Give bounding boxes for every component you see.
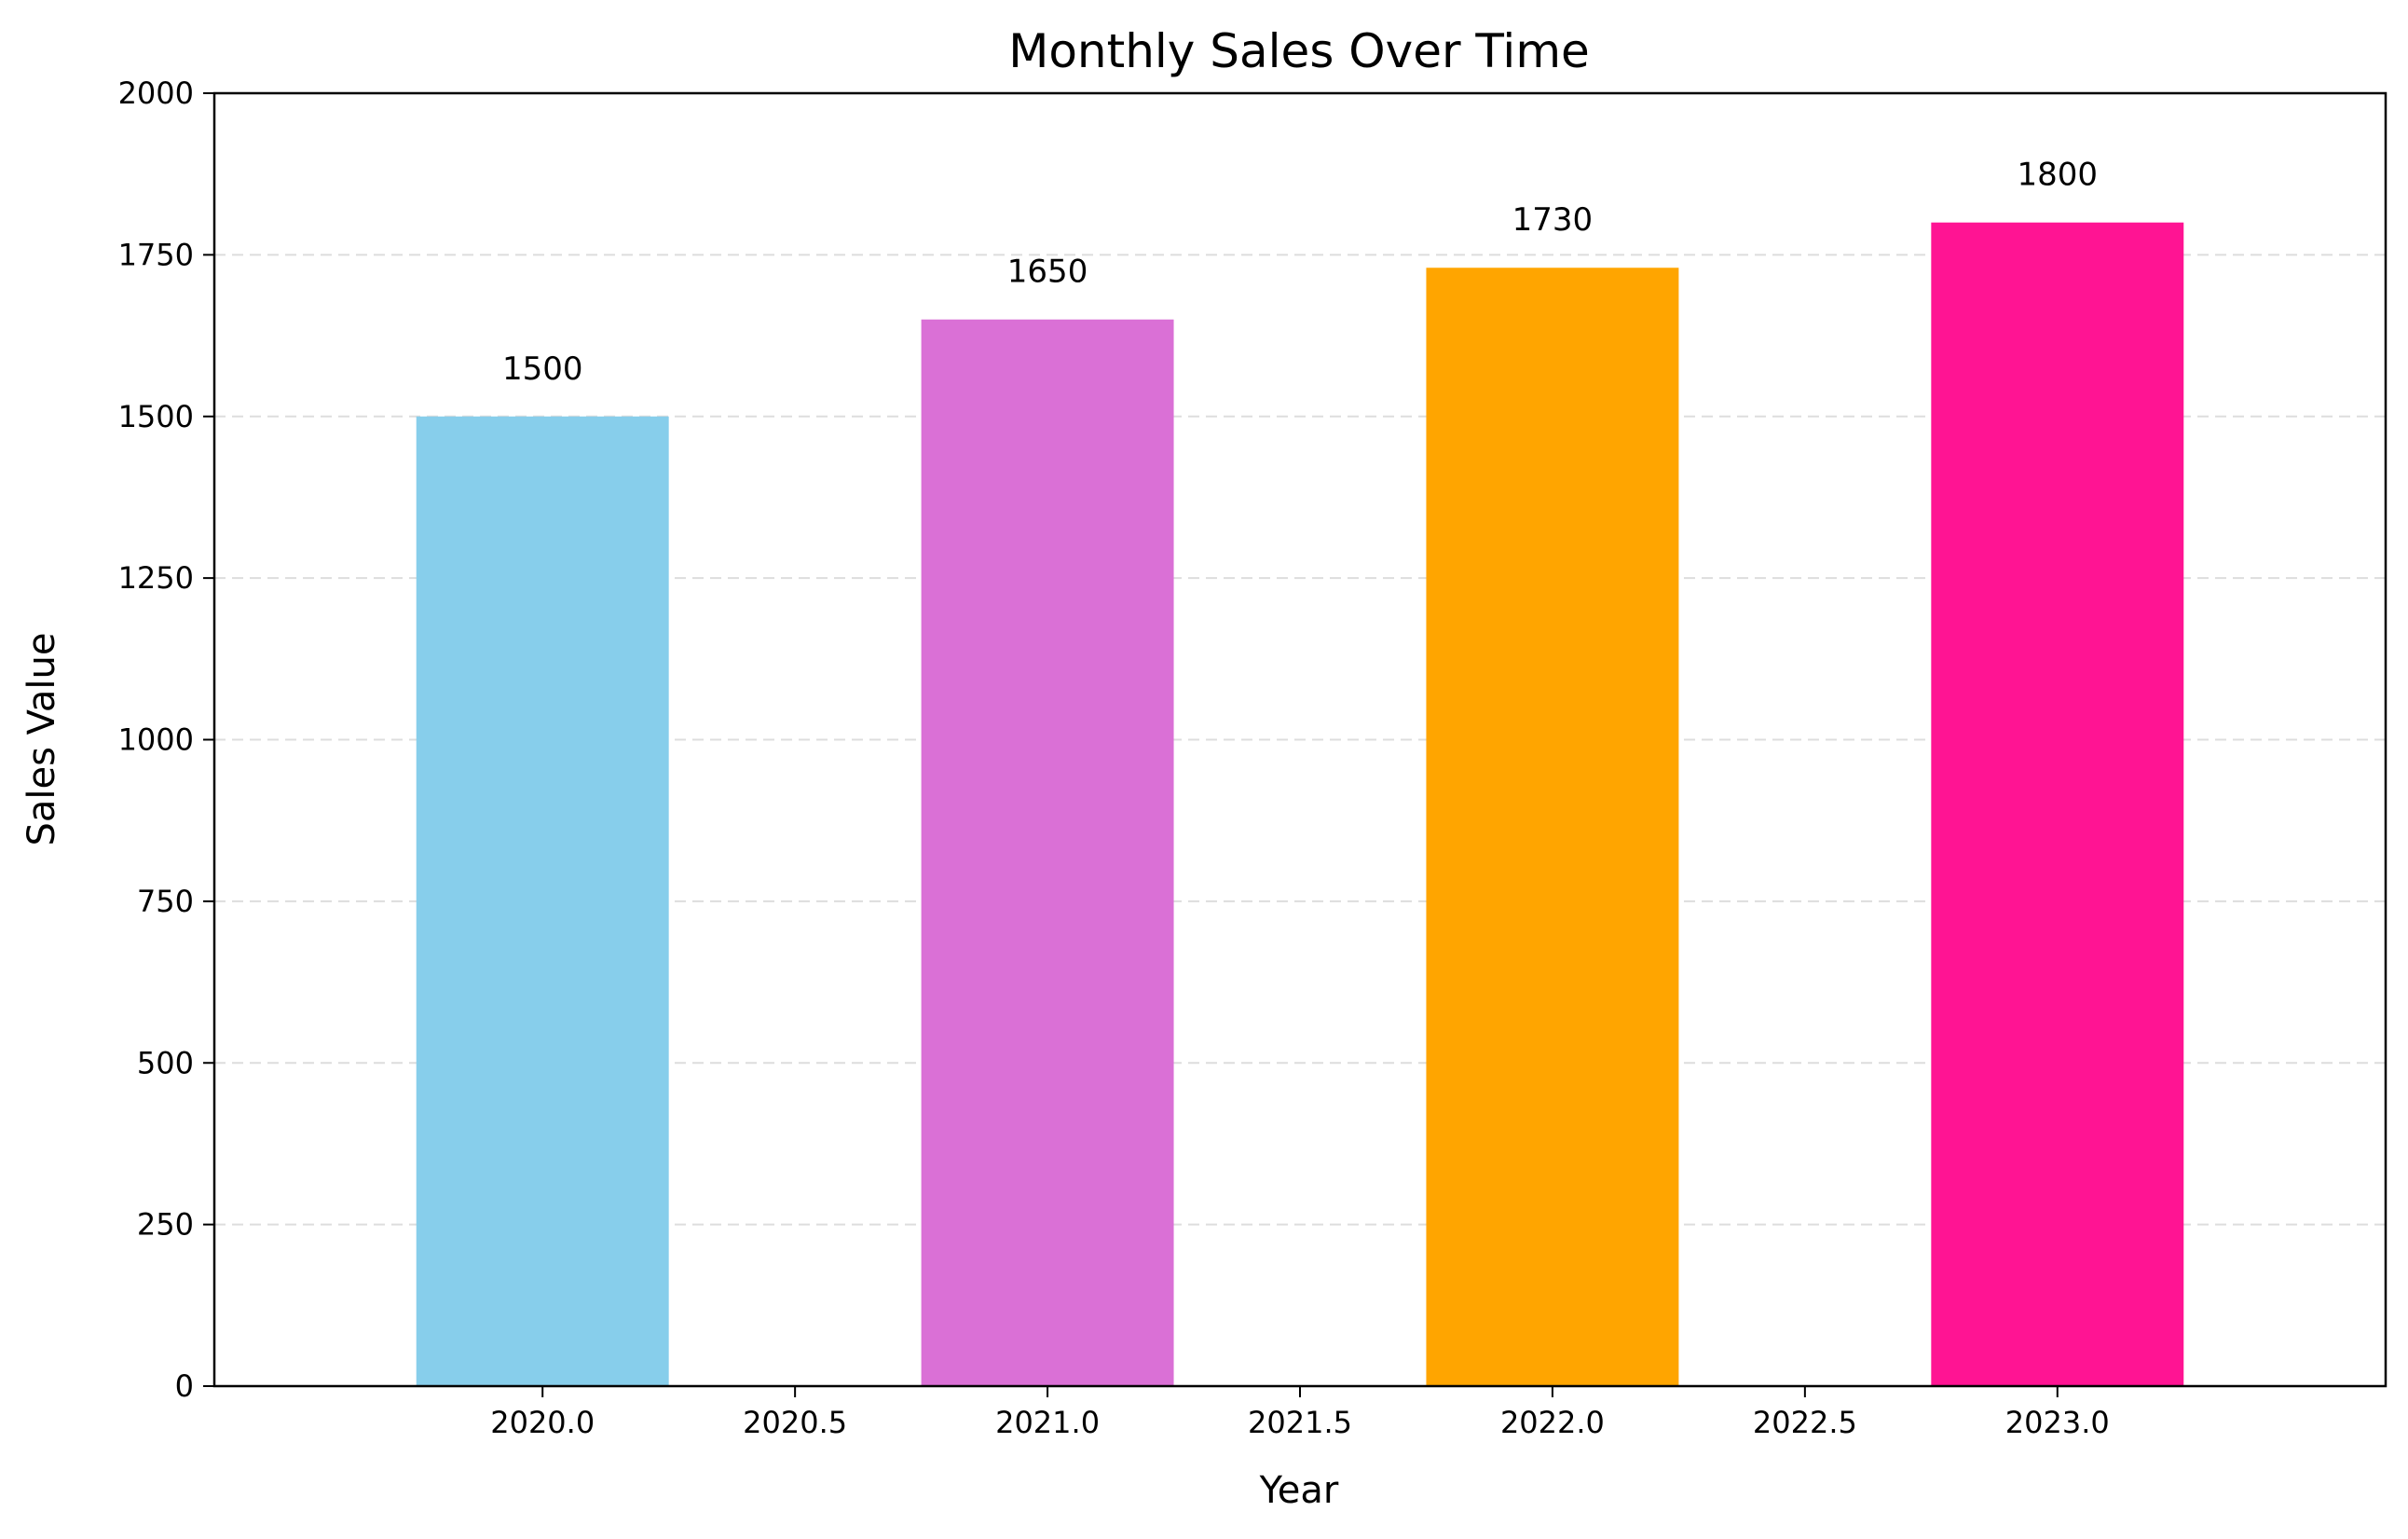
x-tick-label-1: 2020.5 [743, 1405, 847, 1440]
y-tick-label-2: 500 [137, 1045, 194, 1080]
bar-2023 [1931, 222, 2184, 1387]
bar-2020 [416, 416, 669, 1386]
bar-2021 [921, 319, 1174, 1387]
x-axis-label: Year [1259, 1469, 1339, 1512]
y-tick-label-8: 2000 [118, 76, 194, 111]
bar-value-label-2023: 1800 [2018, 157, 2099, 194]
y-tick-label-0: 0 [175, 1368, 194, 1404]
y-axis-label: Sales Value [21, 632, 63, 845]
y-tick-label-4: 1000 [118, 722, 194, 758]
bar-value-label-2022: 1730 [1512, 201, 1594, 239]
x-tick-label-4: 2022.0 [1500, 1405, 1605, 1440]
x-tick-label-6: 2023.0 [2005, 1405, 2110, 1440]
y-tick-label-1: 250 [137, 1207, 194, 1243]
y-axis-ticks: 0 250 500 750 1000 1250 1500 1750 2000 [118, 76, 214, 1404]
y-tick-label-6: 1500 [118, 399, 194, 434]
x-tick-label-0: 2020.0 [490, 1405, 595, 1440]
x-tick-label-2: 2021.0 [995, 1405, 1100, 1440]
bar-2022 [1426, 268, 1679, 1386]
x-tick-label-3: 2021.5 [1248, 1405, 1352, 1440]
y-tick-label-7: 1750 [118, 237, 194, 272]
bar-value-label-2020: 1500 [502, 350, 583, 388]
bar-value-labels: 1500 1650 1730 1800 [502, 157, 2098, 388]
x-axis-ticks: 2020.0 2020.5 2021.0 2021.5 2022.0 2022.5 2023… [490, 1386, 2110, 1440]
chart-title: Monthly Sales Over Time [1008, 24, 1590, 78]
bar-value-label-2021: 1650 [1007, 254, 1088, 291]
y-tick-label-3: 750 [137, 884, 194, 919]
x-tick-label-5: 2022.5 [1753, 1405, 1857, 1440]
bars [416, 222, 2184, 1387]
y-tick-label-5: 1250 [118, 560, 194, 596]
